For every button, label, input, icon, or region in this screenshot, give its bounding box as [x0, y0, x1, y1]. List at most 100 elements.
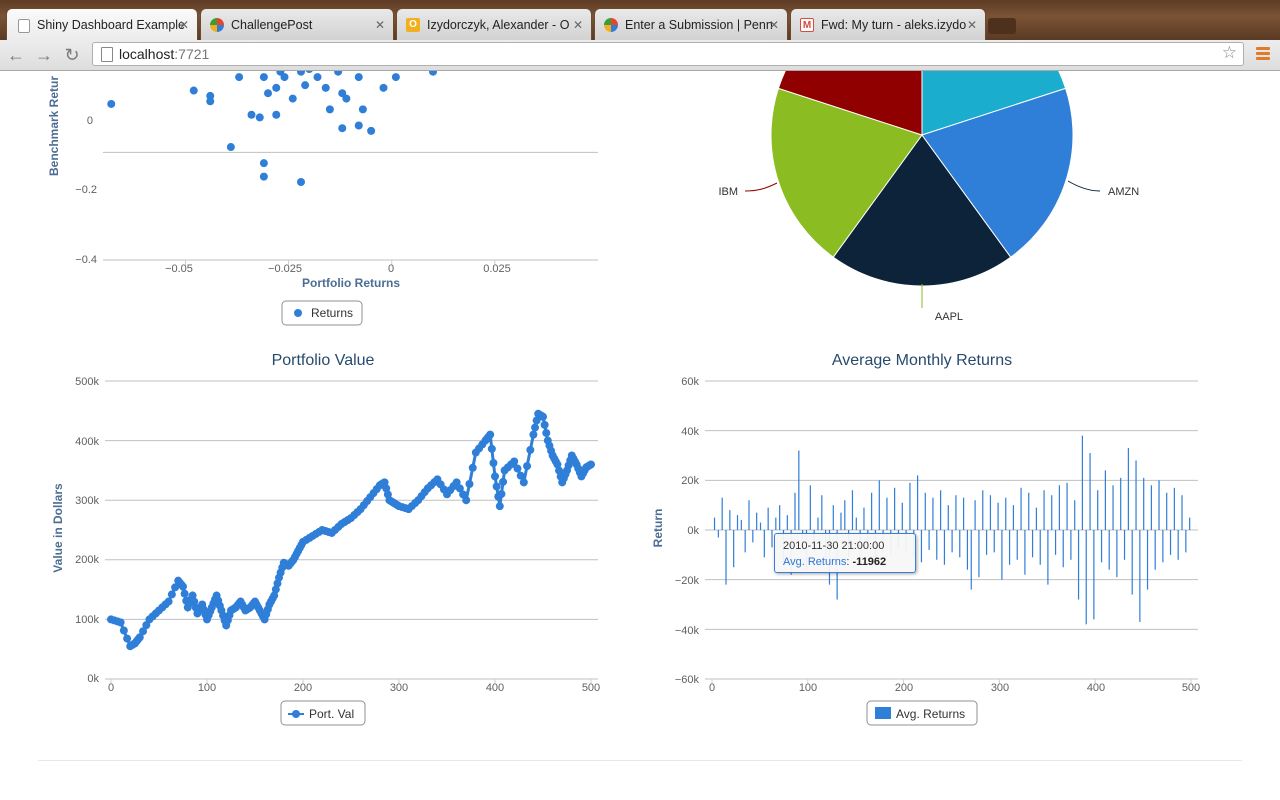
scatter-y-tick: −0.4 — [75, 254, 97, 266]
monthly-bar — [1043, 490, 1045, 530]
monthly-bar — [863, 507, 865, 530]
address-bar[interactable]: localhost:7721 ☆ — [92, 42, 1244, 66]
value-point — [526, 445, 535, 454]
monthly-bar — [748, 500, 750, 530]
portfolio-value-chart: Portfolio Value Value in Dollars 500k 40… — [51, 352, 600, 726]
value-point — [489, 459, 498, 468]
monthly-bar — [989, 495, 992, 530]
monthly-bar — [966, 530, 969, 570]
monthly-bar — [771, 530, 773, 548]
monthly-bar — [1169, 530, 1172, 555]
monthly-bar — [997, 502, 999, 530]
scatter-point — [354, 121, 363, 130]
monthly-bar — [886, 497, 888, 530]
monthly-bar — [1154, 530, 1156, 570]
monthly-bar — [1116, 530, 1118, 578]
monthly-x-tick: 100 — [799, 682, 817, 694]
monthly-bar — [1031, 530, 1034, 558]
monthly-bar — [736, 515, 739, 530]
tab-shiny-dashboard[interactable]: Shiny Dashboard Example ✕ — [6, 8, 198, 40]
legend-label: Port. Val — [309, 707, 354, 721]
value-point — [180, 589, 189, 598]
scatter-point — [226, 143, 235, 152]
scatter-legend[interactable]: Returns — [281, 300, 363, 326]
scatter-point — [358, 105, 367, 114]
tab-title: Izydorczyk, Alexander - O — [427, 18, 570, 32]
monthly-bar — [1077, 530, 1080, 600]
pie-slice — [921, 71, 1067, 136]
tooltip-value: -11962 — [852, 556, 887, 568]
pie-label-aapl: AAPL — [935, 311, 963, 323]
reload-icon[interactable]: ↻ — [64, 45, 80, 65]
tab-outlook[interactable]: O Izydorczyk, Alexander - O ✕ — [396, 8, 592, 40]
tab-enter-submission[interactable]: Enter a Submission | Penn ✕ — [594, 8, 788, 40]
scatter-point — [429, 71, 437, 76]
monthly-bar — [809, 485, 811, 530]
monthly-bar — [901, 502, 903, 530]
value-point — [542, 428, 551, 437]
chrome-menu-icon[interactable] — [1256, 47, 1270, 63]
monthly-bar — [733, 530, 735, 568]
value-legend[interactable]: Port. Val — [280, 700, 366, 726]
monthly-bar — [970, 530, 972, 590]
scatter-point — [391, 73, 400, 82]
value-point — [529, 430, 538, 439]
value-point — [513, 464, 522, 473]
monthly-bar — [779, 505, 781, 530]
monthly-bar — [924, 492, 926, 530]
close-icon[interactable]: ✕ — [572, 18, 583, 32]
monthly-bar — [1173, 487, 1175, 530]
pie-chart: IBM AMZN AAPL — [718, 71, 1139, 323]
tab-gmail[interactable]: M Fwd: My turn - aleks.izydo ✕ — [790, 8, 986, 40]
value-x-tick: 0 — [108, 682, 114, 694]
scatter-point — [379, 83, 388, 92]
value-point — [452, 478, 461, 487]
monthly-bar — [759, 522, 762, 530]
legend-label: Avg. Returns — [896, 707, 965, 721]
scatter-y-tick: 0 — [87, 115, 93, 127]
forward-arrow-icon[interactable]: → — [35, 45, 53, 65]
value-point — [519, 478, 528, 487]
close-icon[interactable]: ✕ — [768, 18, 779, 32]
monthly-bar — [1127, 448, 1129, 530]
monthly-bar — [1085, 530, 1087, 625]
monthly-bar — [1001, 530, 1003, 580]
value-point — [190, 597, 199, 606]
new-tab-button[interactable] — [988, 18, 1016, 34]
pie-label-amzn: AMZN — [1108, 186, 1139, 198]
monthly-bar — [1028, 492, 1030, 530]
value-point — [123, 634, 132, 643]
monthly-y-tick: −40k — [675, 625, 700, 637]
bookmark-star-icon[interactable]: ☆ — [1221, 43, 1237, 62]
monthly-bar — [1081, 435, 1083, 530]
scatter-point — [255, 113, 264, 122]
close-icon[interactable]: ✕ — [966, 18, 977, 32]
monthly-bar — [1008, 530, 1011, 565]
tab-challengepost[interactable]: ChallengePost ✕ — [200, 8, 394, 40]
monthly-bar — [928, 530, 930, 550]
tab-title: ChallengePost — [231, 18, 313, 32]
value-point — [531, 423, 540, 432]
scatter-point — [264, 89, 272, 98]
value-point — [492, 482, 501, 491]
monthly-bar — [832, 505, 834, 530]
page-viewport: Benchmark Retur 0 −0.2 −0.4 −0.05 −0.025… — [0, 71, 1280, 800]
value-point — [486, 430, 495, 439]
tab-title: Shiny Dashboard Example — [37, 18, 185, 32]
value-x-tick: 400 — [486, 682, 504, 694]
value-point — [380, 478, 389, 487]
value-y-tick: 400k — [75, 436, 99, 448]
value-point — [270, 591, 279, 600]
monthly-legend[interactable]: Avg. Returns — [866, 700, 978, 726]
value-point — [510, 457, 519, 466]
back-arrow-icon[interactable]: ← — [7, 45, 25, 65]
value-series-line — [110, 411, 592, 649]
close-icon[interactable]: ✕ — [178, 18, 189, 32]
monthly-x-tick: 400 — [1087, 682, 1105, 694]
monthly-bar — [817, 517, 819, 530]
pie-label-ibm: IBM — [718, 186, 738, 198]
value-point — [188, 591, 197, 600]
tooltip-series-label: Avg. Returns — [783, 556, 847, 568]
challengepost-icon — [210, 18, 224, 32]
close-icon[interactable]: ✕ — [374, 18, 385, 32]
